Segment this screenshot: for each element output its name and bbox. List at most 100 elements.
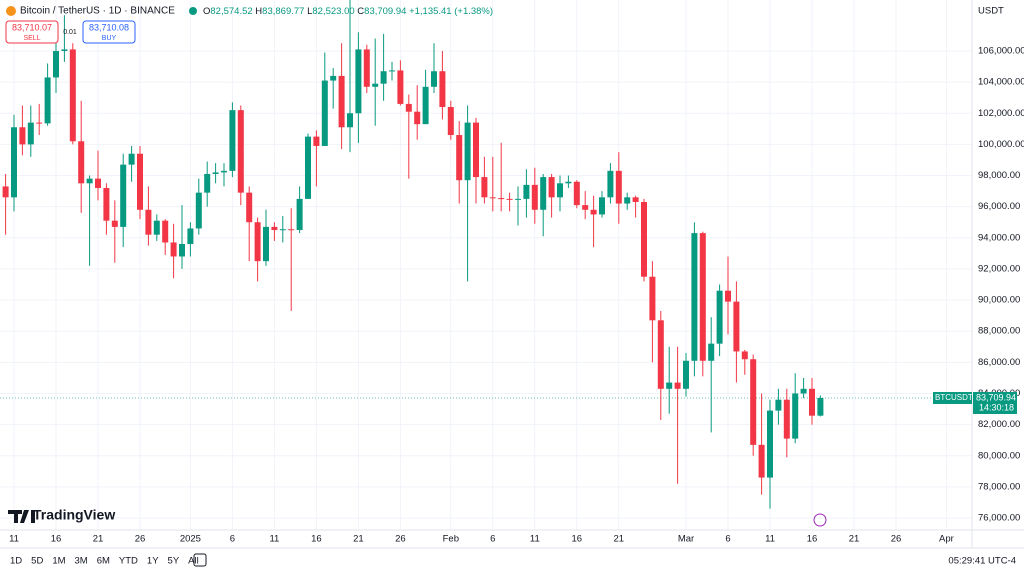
candle-body — [78, 141, 85, 184]
currency[interactable]: USDT — [978, 6, 1004, 17]
candle-body — [27, 122, 34, 145]
candle-body — [347, 113, 353, 128]
candle-body — [338, 75, 345, 128]
range-button[interactable]: 3M — [75, 556, 88, 567]
range-button[interactable]: 1Y — [147, 556, 159, 567]
candle-body — [531, 184, 538, 210]
candle-body — [246, 192, 253, 223]
candle-body — [557, 183, 563, 198]
candle-body — [61, 49, 68, 51]
y-tick-label: 98,000.00 — [978, 170, 1020, 181]
y-tick-label: 90,000.00 — [978, 295, 1020, 306]
candle-body — [641, 201, 647, 277]
buy-price: 83,710.08 — [89, 22, 129, 32]
change: +1,135.41 (+1.38%) — [409, 6, 493, 17]
price-tag-countdown: 14:30:18 — [979, 402, 1014, 412]
candle-body — [590, 209, 597, 215]
candle-body — [103, 187, 110, 221]
h-label: H — [255, 6, 262, 17]
x-tick-label: 21 — [93, 534, 104, 545]
candle-body — [221, 170, 227, 173]
candle-body — [699, 233, 706, 361]
candle-body — [725, 290, 731, 302]
candle-body — [708, 343, 715, 361]
price-tag-symbol: BTCUSDT — [935, 393, 973, 402]
candle-body — [817, 397, 824, 416]
candle-body — [153, 220, 160, 235]
candle-body — [582, 205, 589, 210]
buy-button[interactable] — [82, 20, 136, 44]
candle-body — [481, 177, 488, 198]
range-button[interactable]: All — [188, 556, 199, 567]
candle-body — [632, 197, 639, 202]
sell-button[interactable] — [5, 20, 59, 44]
candle-body — [624, 197, 631, 204]
x-tick-label: 6 — [725, 534, 730, 545]
x-tick-label: 16 — [51, 534, 62, 545]
candle-body — [506, 198, 513, 200]
clock: 05:29:41 UTC-4 — [948, 556, 1016, 567]
candle-body — [95, 178, 101, 188]
l: 82,523.00 — [312, 6, 354, 17]
candles — [2, 0, 824, 509]
candle-body — [53, 50, 59, 78]
candle-body — [296, 198, 303, 231]
y-tick-label: 76,000.00 — [978, 513, 1020, 524]
ohlc: O82,574.52 H83,869.77 L82,523.00 C83,709… — [203, 6, 493, 17]
sell-price: 83,710.07 — [12, 22, 52, 32]
candle-body — [733, 301, 740, 352]
y-tick-label: 94,000.00 — [978, 232, 1020, 243]
candle-body — [321, 80, 328, 146]
h: 83,869.77 — [262, 6, 304, 17]
candle-body — [783, 399, 790, 439]
y-tick-label: 96,000.00 — [978, 201, 1020, 212]
logo-icon — [8, 510, 35, 523]
candle-body — [439, 71, 446, 108]
y-tick-label: 104,000.00 — [978, 77, 1024, 88]
candle-body — [447, 107, 454, 136]
event-icon[interactable] — [813, 513, 827, 527]
candle-body — [456, 135, 463, 181]
x-tick-label: 11 — [9, 534, 19, 545]
candle-body — [389, 70, 395, 72]
x-tick-label: 16 — [807, 534, 818, 545]
candle-body — [271, 226, 278, 231]
candle-body — [111, 220, 118, 227]
status-dot — [189, 7, 197, 15]
range-button[interactable]: 1M — [52, 556, 65, 567]
candle-body — [666, 382, 673, 389]
candle-body — [792, 393, 799, 439]
candle-body — [523, 184, 530, 199]
candle-body — [397, 70, 404, 104]
range-button[interactable]: 5Y — [168, 556, 180, 567]
range-button[interactable]: 1D — [10, 556, 22, 567]
x-tick-label: 16 — [572, 534, 583, 545]
sell-label: SELL — [23, 35, 40, 42]
candle-body — [372, 83, 379, 87]
candle-body — [128, 153, 135, 165]
x-tick-label: Mar — [678, 534, 694, 545]
candle-body — [607, 170, 614, 198]
candle-body — [229, 110, 236, 171]
range-button[interactable]: YTD — [119, 556, 138, 567]
calendar-icon[interactable] — [193, 553, 207, 567]
x-tick-label: 11 — [765, 534, 775, 545]
candle-body — [44, 77, 51, 124]
candle-body — [599, 197, 605, 215]
candle-body — [775, 399, 782, 411]
c-label: C — [357, 6, 364, 17]
x-tick-label: 21 — [353, 534, 364, 545]
range-button[interactable]: 5D — [31, 556, 43, 567]
candle-body — [649, 276, 656, 321]
candle-body — [204, 173, 211, 193]
candle-body — [683, 360, 689, 389]
price-tag-bg — [973, 391, 1017, 414]
candle-body — [674, 382, 681, 389]
candle-body — [162, 220, 169, 243]
candle-body — [237, 110, 244, 193]
x-tick-label: 26 — [135, 534, 146, 545]
candle-body — [741, 351, 748, 360]
range-button[interactable]: 6M — [97, 556, 110, 567]
